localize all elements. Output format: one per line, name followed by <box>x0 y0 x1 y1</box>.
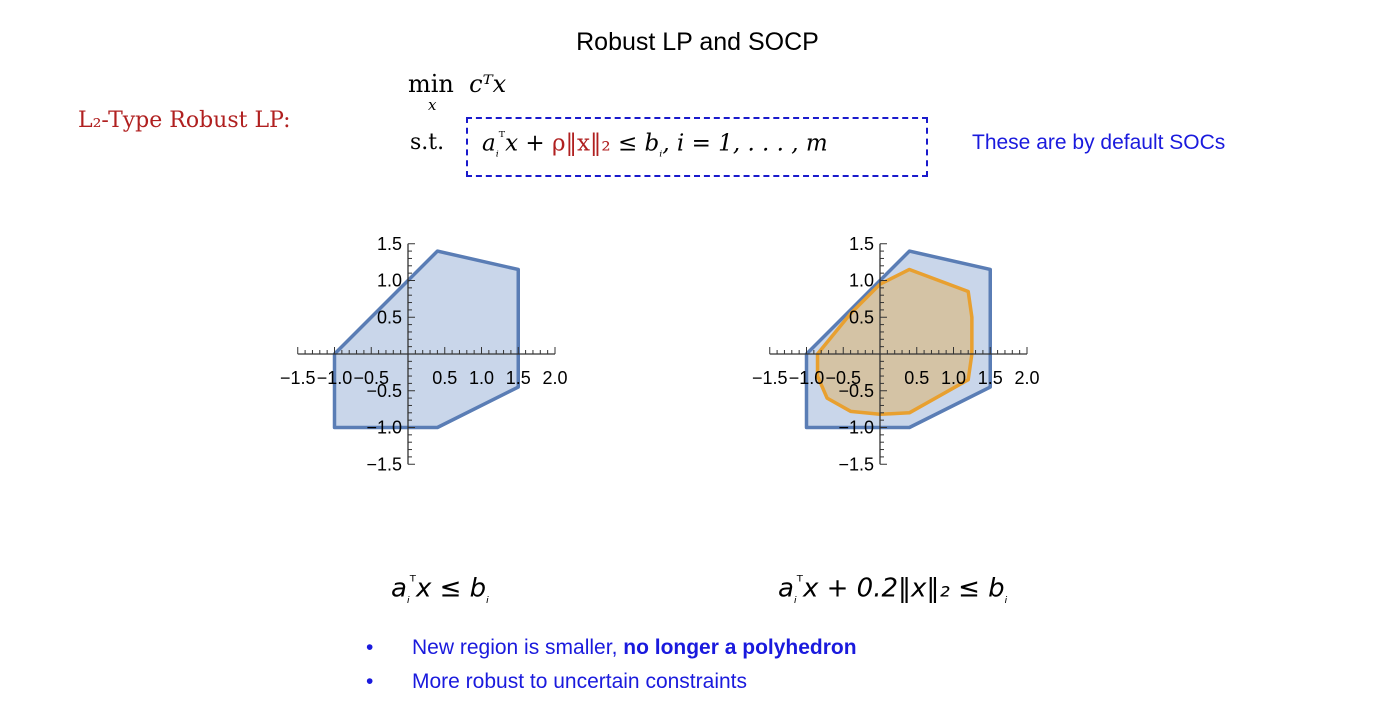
y-tick-label: −0.5 <box>838 381 874 401</box>
caption-left-sup: ᵀ <box>409 572 416 591</box>
caption-right-sup: ᵀ <box>796 572 803 591</box>
y-tick-label: 1.5 <box>377 234 402 254</box>
y-tick-label: −1.0 <box>838 418 874 438</box>
caption-right: aᵢᵀx + 0.2‖x‖₂ ≤ bᵢ <box>778 572 1008 607</box>
constraint-x-plus: x + <box>505 130 552 157</box>
x-tick-label: −1.0 <box>317 368 353 388</box>
x-tick-label: −1.5 <box>752 368 788 388</box>
x-tick-label: −1.0 <box>789 368 825 388</box>
min-variable: x <box>428 96 437 114</box>
caption-left-a: a <box>391 573 407 604</box>
bullet-bold-text: no longer a polyhedron <box>623 636 857 659</box>
soc-note: These are by default SOCs <box>972 131 1226 154</box>
bullet-text: New region is smaller, no longer a polyh… <box>412 636 857 660</box>
y-tick-label: −1.5 <box>366 454 402 474</box>
robust-feasible-region <box>815 267 974 417</box>
bullet-dot: • <box>366 636 374 659</box>
caption-right-a: a <box>778 573 794 604</box>
robust-lp-label: L₂-Type Robust LP: <box>78 108 291 133</box>
objective-expression: cᵀx <box>469 70 507 98</box>
x-tick-label: 0.5 <box>904 368 929 388</box>
x-tick-label: −0.5 <box>825 368 861 388</box>
y-tick-label: −1.0 <box>366 418 402 438</box>
caption-left-sub: ᵢ <box>406 587 410 607</box>
subject-to-label: s.t. <box>410 130 445 155</box>
bullet-plain-text: New region is smaller, <box>412 636 624 659</box>
constraint-leq-b: ≤ b <box>610 130 660 157</box>
bullet-plain-text: More robust to uncertain constraints <box>412 670 747 693</box>
constraint-highlight-box <box>466 117 928 177</box>
bullet-text: More robust to uncertain constraints <box>412 670 747 694</box>
bullet-dot: • <box>366 670 374 693</box>
caption-left: aᵢᵀx ≤ bᵢ <box>391 572 489 607</box>
y-tick-label: 1.0 <box>849 271 874 291</box>
min-operator: min <box>408 70 454 98</box>
constraint-rho-term: ρ‖x‖₂ <box>551 130 611 157</box>
caption-right-sub: ᵢ <box>793 587 797 607</box>
caption-left-body: x ≤ b <box>415 573 487 604</box>
x-tick-label: 0.5 <box>432 368 457 388</box>
plot-original-polyhedron: −1.5 −1.0 −0.5 0.5 1.0 1.5 2.01.51.00.5−0.5−1.… <box>280 234 568 475</box>
x-tick-label: 2.0 <box>1014 368 1039 388</box>
y-tick-label: 1.5 <box>849 234 874 254</box>
x-tick-label: 2.0 <box>542 368 567 388</box>
constraint-expression: aᵢᵀx + ρ‖x‖₂ ≤ bᵢ, i = 1, . . . , m <box>482 128 828 160</box>
constraint-a: a <box>482 130 496 157</box>
x-tick-label: 1.0 <box>469 368 494 388</box>
constraint-index-range: , i = 1, . . . , m <box>662 130 828 157</box>
slide-title: Robust LP and SOCP <box>576 28 819 56</box>
y-tick-label: 1.0 <box>377 271 402 291</box>
x-tick-label: −0.5 <box>353 368 389 388</box>
plot-robust-region: −1.5 −1.0 −0.5 0.5 1.0 1.5 2.01.51.00.5−0.5−1.… <box>752 234 1040 475</box>
y-tick-label: −1.5 <box>838 454 874 474</box>
x-tick-label: −1.5 <box>280 368 316 388</box>
caption-right-body: x + 0.2‖x‖₂ ≤ b <box>802 573 1005 604</box>
x-tick-label: 1.0 <box>941 368 966 388</box>
objective-line: min cᵀx <box>408 70 506 98</box>
feasible-polyhedron <box>332 249 520 430</box>
x-tick-label: 1.5 <box>978 368 1003 388</box>
y-tick-label: 0.5 <box>377 307 402 327</box>
y-tick-label: 0.5 <box>849 307 874 327</box>
x-tick-label: 1.5 <box>506 368 531 388</box>
caption-right-sub2: ᵢ <box>1004 587 1008 607</box>
constraint-sub-i: ᵢ <box>495 142 499 161</box>
y-tick-label: −0.5 <box>366 381 402 401</box>
constraint-sup-t: ᵀ <box>498 128 506 146</box>
constraint-sub-i2: ᵢ <box>659 142 663 161</box>
caption-left-sub2: ᵢ <box>486 587 490 607</box>
